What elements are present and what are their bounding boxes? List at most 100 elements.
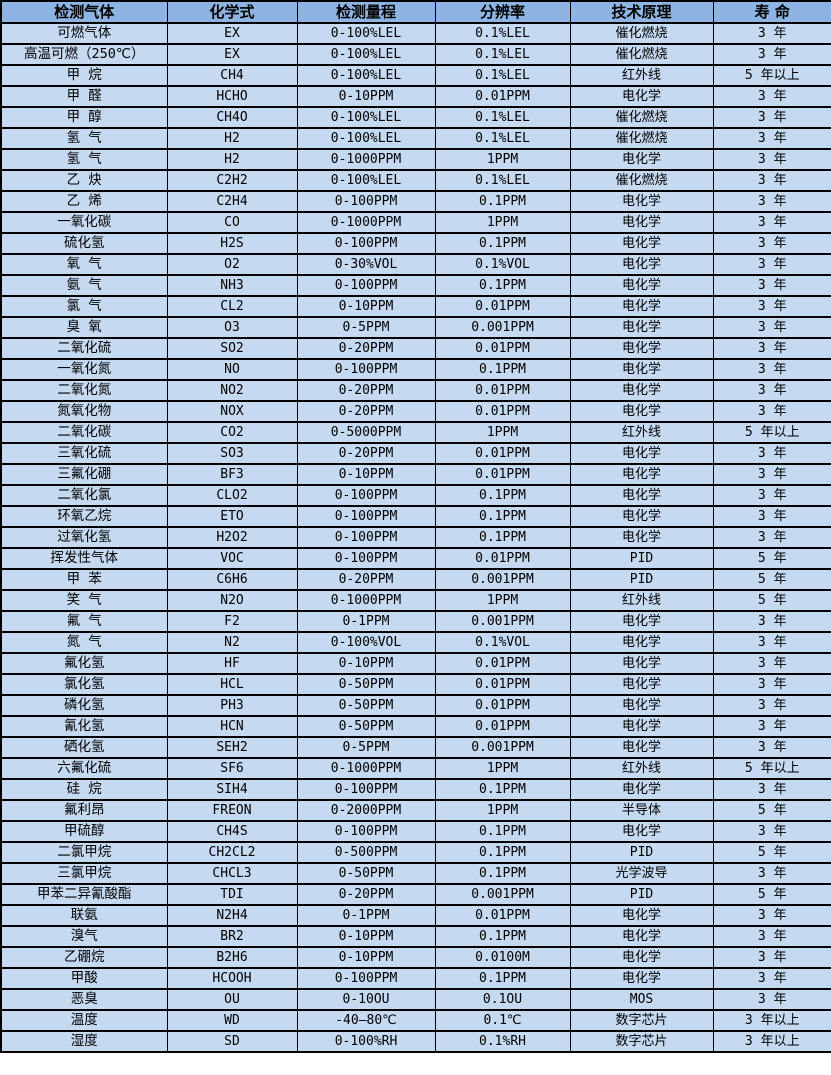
table-row: 甲 醇 CH4O 0-100%LEL 0.1%LEL 催化燃烧 3 年 bbox=[0, 106, 831, 129]
cell-lifespan: 3 年 bbox=[712, 988, 831, 1011]
cell-lifespan: 3 年 bbox=[712, 463, 831, 486]
cell-chemical-formula: SO3 bbox=[166, 442, 298, 465]
cell-detection-range: 0-100%LEL bbox=[296, 106, 436, 129]
cell-chemical-formula: B2H6 bbox=[166, 946, 298, 969]
cell-gas-name: 二氧化氯 bbox=[0, 484, 168, 507]
cell-chemical-formula: PH3 bbox=[166, 694, 298, 717]
cell-resolution: 0.1PPM bbox=[434, 232, 571, 255]
cell-chemical-formula: CL2 bbox=[166, 295, 298, 318]
cell-resolution: 0.1PPM bbox=[434, 274, 571, 297]
cell-chemical-formula: CLO2 bbox=[166, 484, 298, 507]
table-row: 恶臭 OU 0-10OU 0.1OU MOS 3 年 bbox=[0, 988, 831, 1011]
cell-chemical-formula: CH4S bbox=[166, 820, 298, 843]
cell-resolution: 0.1℃ bbox=[434, 1009, 571, 1032]
col-header-gas-name: 检测气体 bbox=[0, 0, 168, 24]
cell-resolution: 1PPM bbox=[434, 421, 571, 444]
cell-chemical-formula: CH4O bbox=[166, 106, 298, 129]
table-row: 氰化氢 HCN 0-50PPM 0.01PPM 电化学 3 年 bbox=[0, 715, 831, 738]
cell-chemical-formula: O3 bbox=[166, 316, 298, 339]
cell-technology: 电化学 bbox=[569, 358, 714, 381]
cell-resolution: 0.01PPM bbox=[434, 547, 571, 570]
table-body: 可燃气体 EX 0-100%LEL 0.1%LEL 催化燃烧 3 年 高温可燃（… bbox=[0, 22, 831, 1053]
cell-lifespan: 3 年 bbox=[712, 484, 831, 507]
cell-detection-range: 0-1000PPM bbox=[296, 589, 436, 612]
table-row: 氧 气 O2 0-30%VOL 0.1%VOL 电化学 3 年 bbox=[0, 253, 831, 276]
table-row: 硅 烷 SIH4 0-100PPM 0.1PPM 电化学 3 年 bbox=[0, 778, 831, 801]
cell-chemical-formula: SF6 bbox=[166, 757, 298, 780]
cell-lifespan: 3 年 bbox=[712, 778, 831, 801]
cell-gas-name: 氟利昂 bbox=[0, 799, 168, 822]
cell-gas-name: 二氧化硫 bbox=[0, 337, 168, 360]
cell-technology: 电化学 bbox=[569, 715, 714, 738]
cell-gas-name: 乙 烯 bbox=[0, 190, 168, 213]
cell-resolution: 0.01PPM bbox=[434, 673, 571, 696]
cell-resolution: 1PPM bbox=[434, 589, 571, 612]
cell-resolution: 0.01PPM bbox=[434, 379, 571, 402]
cell-lifespan: 3 年 bbox=[712, 715, 831, 738]
cell-technology: 催化燃烧 bbox=[569, 127, 714, 150]
cell-technology: PID bbox=[569, 841, 714, 864]
cell-gas-name: 氯化氢 bbox=[0, 673, 168, 696]
table-row: 三氯甲烷 CHCL3 0-50PPM 0.1PPM 光学波导 3 年 bbox=[0, 862, 831, 885]
table-row: 可燃气体 EX 0-100%LEL 0.1%LEL 催化燃烧 3 年 bbox=[0, 22, 831, 45]
table-row: 湿度 SD 0-100%RH 0.1%RH 数字芯片 3 年以上 bbox=[0, 1030, 831, 1053]
cell-resolution: 0.01PPM bbox=[434, 442, 571, 465]
cell-detection-range: 0-1PPM bbox=[296, 610, 436, 633]
cell-chemical-formula: NO2 bbox=[166, 379, 298, 402]
cell-gas-name: 三氧化硫 bbox=[0, 442, 168, 465]
cell-technology: 催化燃烧 bbox=[569, 106, 714, 129]
cell-chemical-formula: SIH4 bbox=[166, 778, 298, 801]
cell-technology: 红外线 bbox=[569, 64, 714, 87]
cell-detection-range: -40—80℃ bbox=[296, 1009, 436, 1032]
table-row: 三氧化硫 SO3 0-20PPM 0.01PPM 电化学 3 年 bbox=[0, 442, 831, 465]
table-row: 甲 醛 HCHO 0-10PPM 0.01PPM 电化学 3 年 bbox=[0, 85, 831, 108]
cell-detection-range: 0-100PPM bbox=[296, 526, 436, 549]
cell-technology: PID bbox=[569, 547, 714, 570]
cell-technology: 电化学 bbox=[569, 736, 714, 759]
cell-chemical-formula: CO bbox=[166, 211, 298, 234]
cell-technology: 数字芯片 bbox=[569, 1030, 714, 1053]
table-row: 氮 气 N2 0-100%VOL 0.1%VOL 电化学 3 年 bbox=[0, 631, 831, 654]
table-row: 环氧乙烷 ETO 0-100PPM 0.1PPM 电化学 3 年 bbox=[0, 505, 831, 528]
cell-chemical-formula: HCN bbox=[166, 715, 298, 738]
cell-resolution: 0.1%VOL bbox=[434, 631, 571, 654]
cell-gas-name: 挥发性气体 bbox=[0, 547, 168, 570]
cell-resolution: 0.1%LEL bbox=[434, 43, 571, 66]
table-row: 一氧化碳 CO 0-1000PPM 1PPM 电化学 3 年 bbox=[0, 211, 831, 234]
cell-technology: 红外线 bbox=[569, 589, 714, 612]
cell-technology: 电化学 bbox=[569, 211, 714, 234]
cell-chemical-formula: WD bbox=[166, 1009, 298, 1032]
cell-detection-range: 0-100PPM bbox=[296, 778, 436, 801]
cell-technology: 电化学 bbox=[569, 484, 714, 507]
cell-resolution: 0.01PPM bbox=[434, 694, 571, 717]
cell-lifespan: 5 年 bbox=[712, 883, 831, 906]
cell-gas-name: 甲苯二异氰酸酯 bbox=[0, 883, 168, 906]
cell-lifespan: 3 年以上 bbox=[712, 1009, 831, 1032]
cell-lifespan: 3 年 bbox=[712, 43, 831, 66]
cell-chemical-formula: NH3 bbox=[166, 274, 298, 297]
cell-technology: 电化学 bbox=[569, 337, 714, 360]
table-row: 氮氧化物 NOX 0-20PPM 0.01PPM 电化学 3 年 bbox=[0, 400, 831, 423]
cell-gas-name: 六氟化硫 bbox=[0, 757, 168, 780]
cell-detection-range: 0-50PPM bbox=[296, 694, 436, 717]
cell-gas-name: 甲酸 bbox=[0, 967, 168, 990]
cell-gas-name: 氨 气 bbox=[0, 274, 168, 297]
table-row: 笑 气 N2O 0-1000PPM 1PPM 红外线 5 年 bbox=[0, 589, 831, 612]
table-row: 氢 气 H2 0-1000PPM 1PPM 电化学 3 年 bbox=[0, 148, 831, 171]
cell-lifespan: 5 年以上 bbox=[712, 64, 831, 87]
table-header: 检测气体 化学式 检测量程 分辨率 技术原理 寿 命 bbox=[0, 0, 831, 24]
cell-gas-name: 甲 苯 bbox=[0, 568, 168, 591]
cell-gas-name: 氟化氢 bbox=[0, 652, 168, 675]
col-header-detection-range: 检测量程 bbox=[296, 0, 436, 24]
cell-detection-range: 0-10PPM bbox=[296, 463, 436, 486]
table-row: 氢 气 H2 0-100%LEL 0.1%LEL 催化燃烧 3 年 bbox=[0, 127, 831, 150]
cell-detection-range: 0-5PPM bbox=[296, 316, 436, 339]
cell-lifespan: 5 年以上 bbox=[712, 421, 831, 444]
header-row: 检测气体 化学式 检测量程 分辨率 技术原理 寿 命 bbox=[0, 0, 831, 24]
cell-resolution: 0.01PPM bbox=[434, 295, 571, 318]
cell-lifespan: 3 年 bbox=[712, 610, 831, 633]
cell-resolution: 0.1PPM bbox=[434, 925, 571, 948]
cell-gas-name: 硫化氢 bbox=[0, 232, 168, 255]
cell-gas-name: 氮 气 bbox=[0, 631, 168, 654]
gas-sensor-spec-table: 检测气体 化学式 检测量程 分辨率 技术原理 寿 命 可燃气体 EX 0-100… bbox=[0, 0, 831, 1053]
